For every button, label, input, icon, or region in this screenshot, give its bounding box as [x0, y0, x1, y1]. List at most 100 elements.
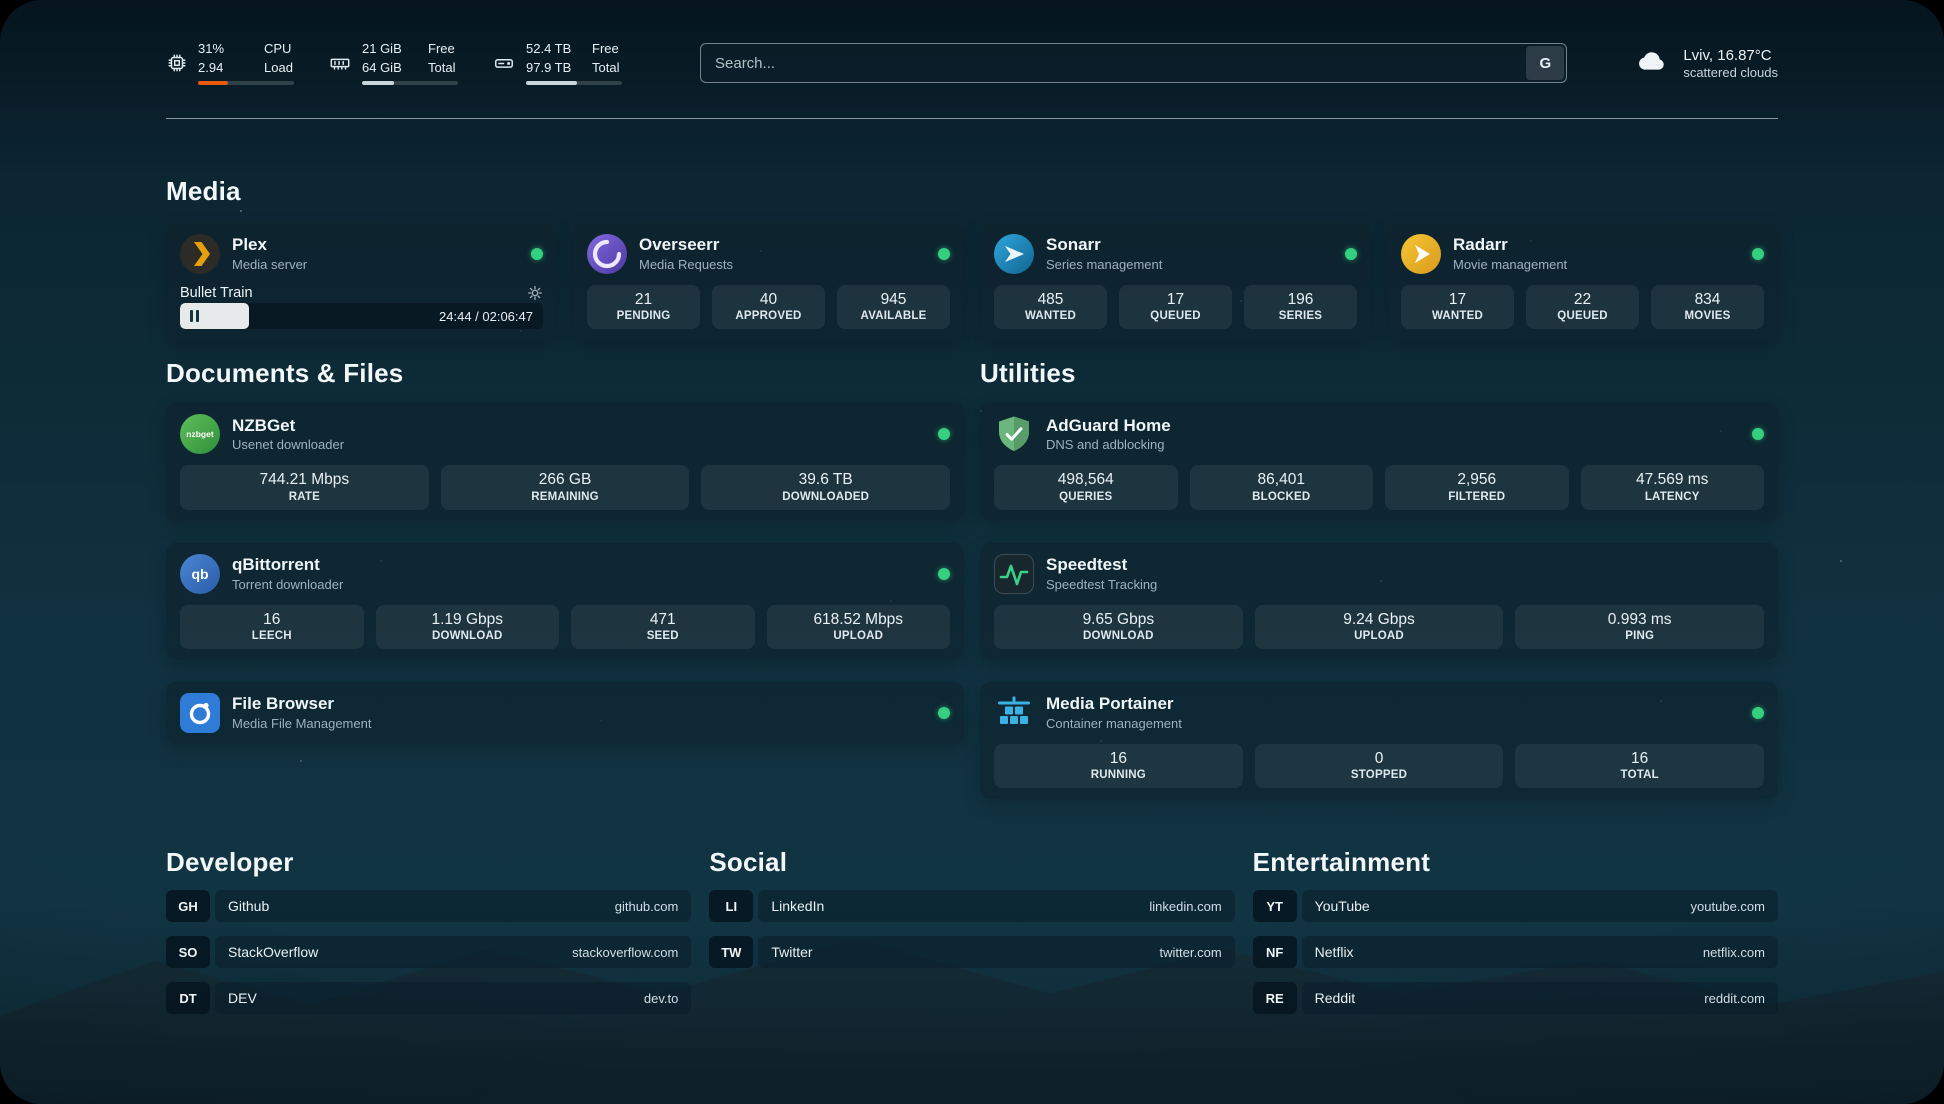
- bookmark-name: YouTube: [1314, 898, 1370, 915]
- status-dot-online: [938, 428, 950, 441]
- bookmark-github[interactable]: GH Github github.com: [166, 890, 692, 923]
- bookmark-youtube[interactable]: YT YouTube youtube.com: [1252, 890, 1778, 923]
- plex-icon[interactable]: [180, 234, 220, 274]
- app-subtitle: Media server: [232, 256, 308, 272]
- disk-free-value: 52.4 TB: [526, 41, 572, 57]
- stat-tile: 86,401 BLOCKED: [1189, 465, 1373, 510]
- cpu-widget: 31% CPU 2.94 Load: [166, 41, 294, 85]
- overseerr-icon[interactable]: [587, 234, 627, 274]
- app-name[interactable]: Plex: [232, 235, 267, 255]
- section-title-documents: Documents & Files: [166, 358, 404, 389]
- app-card-plex: Plex Media server Bullet Train: [166, 223, 557, 341]
- bookmarks-area: Developer GH Github github.com SO StackO…: [166, 847, 1778, 1015]
- playback-time: 24:44 / 02:06:47: [439, 308, 533, 324]
- ram-free-value: 21 GiB: [362, 41, 402, 57]
- portainer-icon[interactable]: [994, 693, 1034, 733]
- stat-tile: 40 APPROVED: [712, 285, 825, 330]
- section-title-developer: Developer: [166, 847, 294, 878]
- stat-tile: 266 GB REMAINING: [440, 465, 690, 510]
- stat-tile: 498,564 QUERIES: [994, 465, 1178, 510]
- bookmark-url: stackoverflow.com: [572, 944, 679, 960]
- stat-tile: 17 WANTED: [1401, 285, 1514, 330]
- gear-icon[interactable]: [527, 285, 543, 301]
- app-subtitle: Usenet downloader: [232, 437, 345, 453]
- section-title-entertainment: Entertainment: [1252, 847, 1431, 878]
- app-name[interactable]: Speedtest: [1046, 555, 1128, 575]
- app-subtitle: Container management: [1046, 715, 1182, 731]
- search-engine-button[interactable]: G: [1526, 46, 1565, 80]
- radarr-icon[interactable]: [1401, 234, 1441, 274]
- bookmark-name: StackOverflow: [228, 944, 319, 961]
- status-dot-online: [1752, 706, 1764, 719]
- app-card-sonarr: Sonarr Series management 485 WANTED 17 QUE…: [980, 223, 1371, 341]
- ram-total-label: Total: [428, 59, 456, 75]
- stat-tile: 39.6 TB DOWNLOADED: [701, 465, 951, 510]
- section-utilities: Utilities AdGuard Home: [980, 358, 1778, 800]
- bookmark-name: Github: [228, 898, 270, 915]
- status-dot-online: [1345, 248, 1357, 260]
- stat-tile: 0 STOPPED: [1254, 743, 1504, 789]
- app-card-filebrowser: File Browser Media File Management: [166, 681, 964, 744]
- app-subtitle: DNS and adblocking: [1046, 437, 1165, 453]
- bookmark-url: linkedin.com: [1149, 898, 1222, 914]
- pause-icon: [190, 310, 199, 323]
- bookmark-linkedin[interactable]: LI LinkedIn linkedin.com: [709, 890, 1235, 923]
- ram-total-value: 64 GiB: [362, 59, 402, 75]
- section-documents: Documents & Files nzbget: [166, 358, 964, 744]
- stat-tile: 945 AVAILABLE: [837, 285, 950, 330]
- section-title-media: Media: [166, 176, 241, 206]
- bookmark-reddit[interactable]: RE Reddit reddit.com: [1252, 982, 1778, 1015]
- stat-tile: 16 LEECH: [180, 604, 364, 649]
- disk-values: 52.4 TB Free 97.9 TB Total: [526, 41, 622, 85]
- app-card-radarr: Radarr Movie management 17 WANTED 22 QUEUE…: [1387, 223, 1778, 341]
- media-grid: Plex Media server Bullet Train: [166, 223, 1778, 341]
- app-subtitle: Torrent downloader: [232, 576, 344, 592]
- svg-text:qb: qb: [191, 566, 208, 582]
- app-name[interactable]: File Browser: [232, 694, 335, 714]
- plex-player-bar: 24:44 / 02:06:47: [180, 303, 543, 330]
- app-subtitle: Media File Management: [232, 715, 372, 731]
- weather-text: Lviv, 16.87°C scattered clouds: [1683, 47, 1778, 80]
- app-name[interactable]: Radarr: [1453, 235, 1508, 255]
- app-name[interactable]: Sonarr: [1046, 235, 1101, 255]
- plex-header: Plex Media server: [180, 234, 543, 274]
- bookmark-twitter[interactable]: TW Twitter twitter.com: [709, 936, 1235, 969]
- bookmark-name: DEV: [228, 990, 257, 1007]
- search-input[interactable]: [700, 43, 1568, 83]
- stat-tile: 0.993 ms PING: [1515, 604, 1765, 649]
- stat-tile: 9.24 Gbps UPLOAD: [1254, 604, 1504, 649]
- app-name[interactable]: qBittorrent: [232, 555, 320, 575]
- app-card-speedtest: Speedtest Speedtest Tracking 9.65 Gbps DO…: [980, 542, 1778, 660]
- stat-tile: 21 PENDING: [587, 285, 700, 330]
- speedtest-icon[interactable]: [994, 553, 1034, 594]
- nzbget-icon[interactable]: nzbget: [180, 414, 220, 455]
- bookmark-dev[interactable]: DT DEV dev.to: [166, 982, 692, 1015]
- bookmark-url: reddit.com: [1704, 990, 1765, 1006]
- app-name[interactable]: Media Portainer: [1046, 694, 1174, 714]
- filebrowser-icon[interactable]: [180, 692, 220, 733]
- stat-tile: 485 WANTED: [994, 285, 1107, 330]
- stat-tile: 16 TOTAL: [1515, 743, 1765, 789]
- top-bar: 31% CPU 2.94 Load: [166, 37, 1778, 89]
- bookmark-url: twitter.com: [1159, 944, 1222, 960]
- bookmark-netflix[interactable]: NF Netflix netflix.com: [1252, 936, 1778, 969]
- middle-columns: Documents & Files nzbget: [166, 358, 1778, 800]
- bookmark-stackoverflow[interactable]: SO StackOverflow stackoverflow.com: [166, 936, 692, 969]
- stat-tile: 1.19 Gbps DOWNLOAD: [375, 604, 559, 649]
- stat-tile: 2,956 FILTERED: [1385, 465, 1569, 510]
- app-name[interactable]: Overseerr: [639, 235, 720, 255]
- qbittorrent-icon[interactable]: qb: [180, 553, 220, 594]
- stat-tile: 16 RUNNING: [994, 743, 1243, 789]
- header-divider: [166, 118, 1778, 119]
- disk-widget: 52.4 TB Free 97.9 TB Total: [492, 41, 622, 85]
- disk-total-value: 97.9 TB: [526, 59, 572, 75]
- app-name[interactable]: NZBGet: [232, 415, 296, 435]
- adguard-icon[interactable]: [994, 414, 1034, 454]
- stat-tile: 9.65 Gbps DOWNLOAD: [994, 604, 1243, 649]
- app-name[interactable]: AdGuard Home: [1046, 415, 1171, 435]
- sonarr-icon[interactable]: [994, 234, 1034, 274]
- app-subtitle: Speedtest Tracking: [1046, 576, 1158, 592]
- ram-free-label: Free: [428, 41, 455, 57]
